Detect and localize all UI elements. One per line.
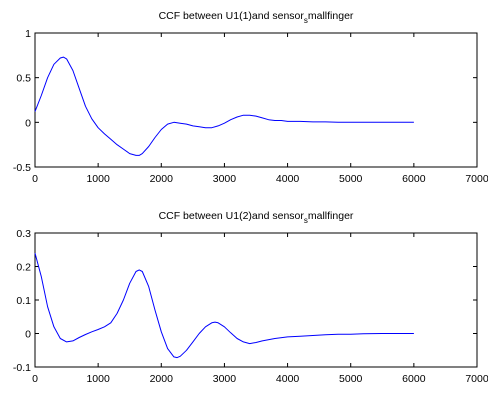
x-tick-label: 3000 — [213, 173, 237, 185]
x-tick-label: 1000 — [86, 373, 110, 385]
y-tick-label: 0.5 — [16, 73, 31, 85]
plot-area — [34, 32, 478, 168]
y-tick-label: 1 — [25, 28, 31, 40]
y-tick-label: 0.2 — [16, 262, 31, 274]
chart-title: CCF between U1(2)and sensorsmallfinger — [159, 210, 354, 225]
plot-area — [34, 232, 478, 368]
x-tick-label: 1000 — [86, 173, 110, 185]
x-tick-label: 4000 — [276, 373, 300, 385]
x-tick-label: 7000 — [465, 173, 488, 185]
x-tick-label: 2000 — [150, 173, 174, 185]
x-tick-label: 6000 — [402, 373, 426, 385]
x-tick-label: 0 — [32, 173, 38, 185]
y-tick-label: 0.1 — [16, 295, 31, 307]
y-tick-label: -0.5 — [13, 162, 31, 174]
chart-2: CCF between U1(2)and sensorsmallfinger 0 1… — [13, 210, 488, 385]
chart-1: CCF between U1(1)and sensorsmallfinger 0 1… — [13, 10, 488, 185]
series-line — [34, 56, 414, 156]
x-tick-label: 5000 — [339, 173, 363, 185]
x-tick-label: 5000 — [339, 373, 363, 385]
chart-title: CCF between U1(1)and sensorsmallfinger — [159, 10, 354, 25]
x-tick-label: 7000 — [465, 373, 488, 385]
y-tick-label: -0.1 — [13, 362, 31, 374]
y-tick-label: 0 — [25, 117, 31, 129]
x-tick-label: 6000 — [402, 173, 426, 185]
x-tick-label: 4000 — [276, 173, 300, 185]
x-tick-label: 3000 — [213, 373, 237, 385]
x-tick-label: 0 — [32, 373, 38, 385]
series-line — [34, 252, 414, 359]
x-tick-label: 2000 — [150, 373, 174, 385]
y-tick-label: 0.3 — [16, 228, 31, 240]
y-tick-label: 0 — [25, 329, 31, 341]
